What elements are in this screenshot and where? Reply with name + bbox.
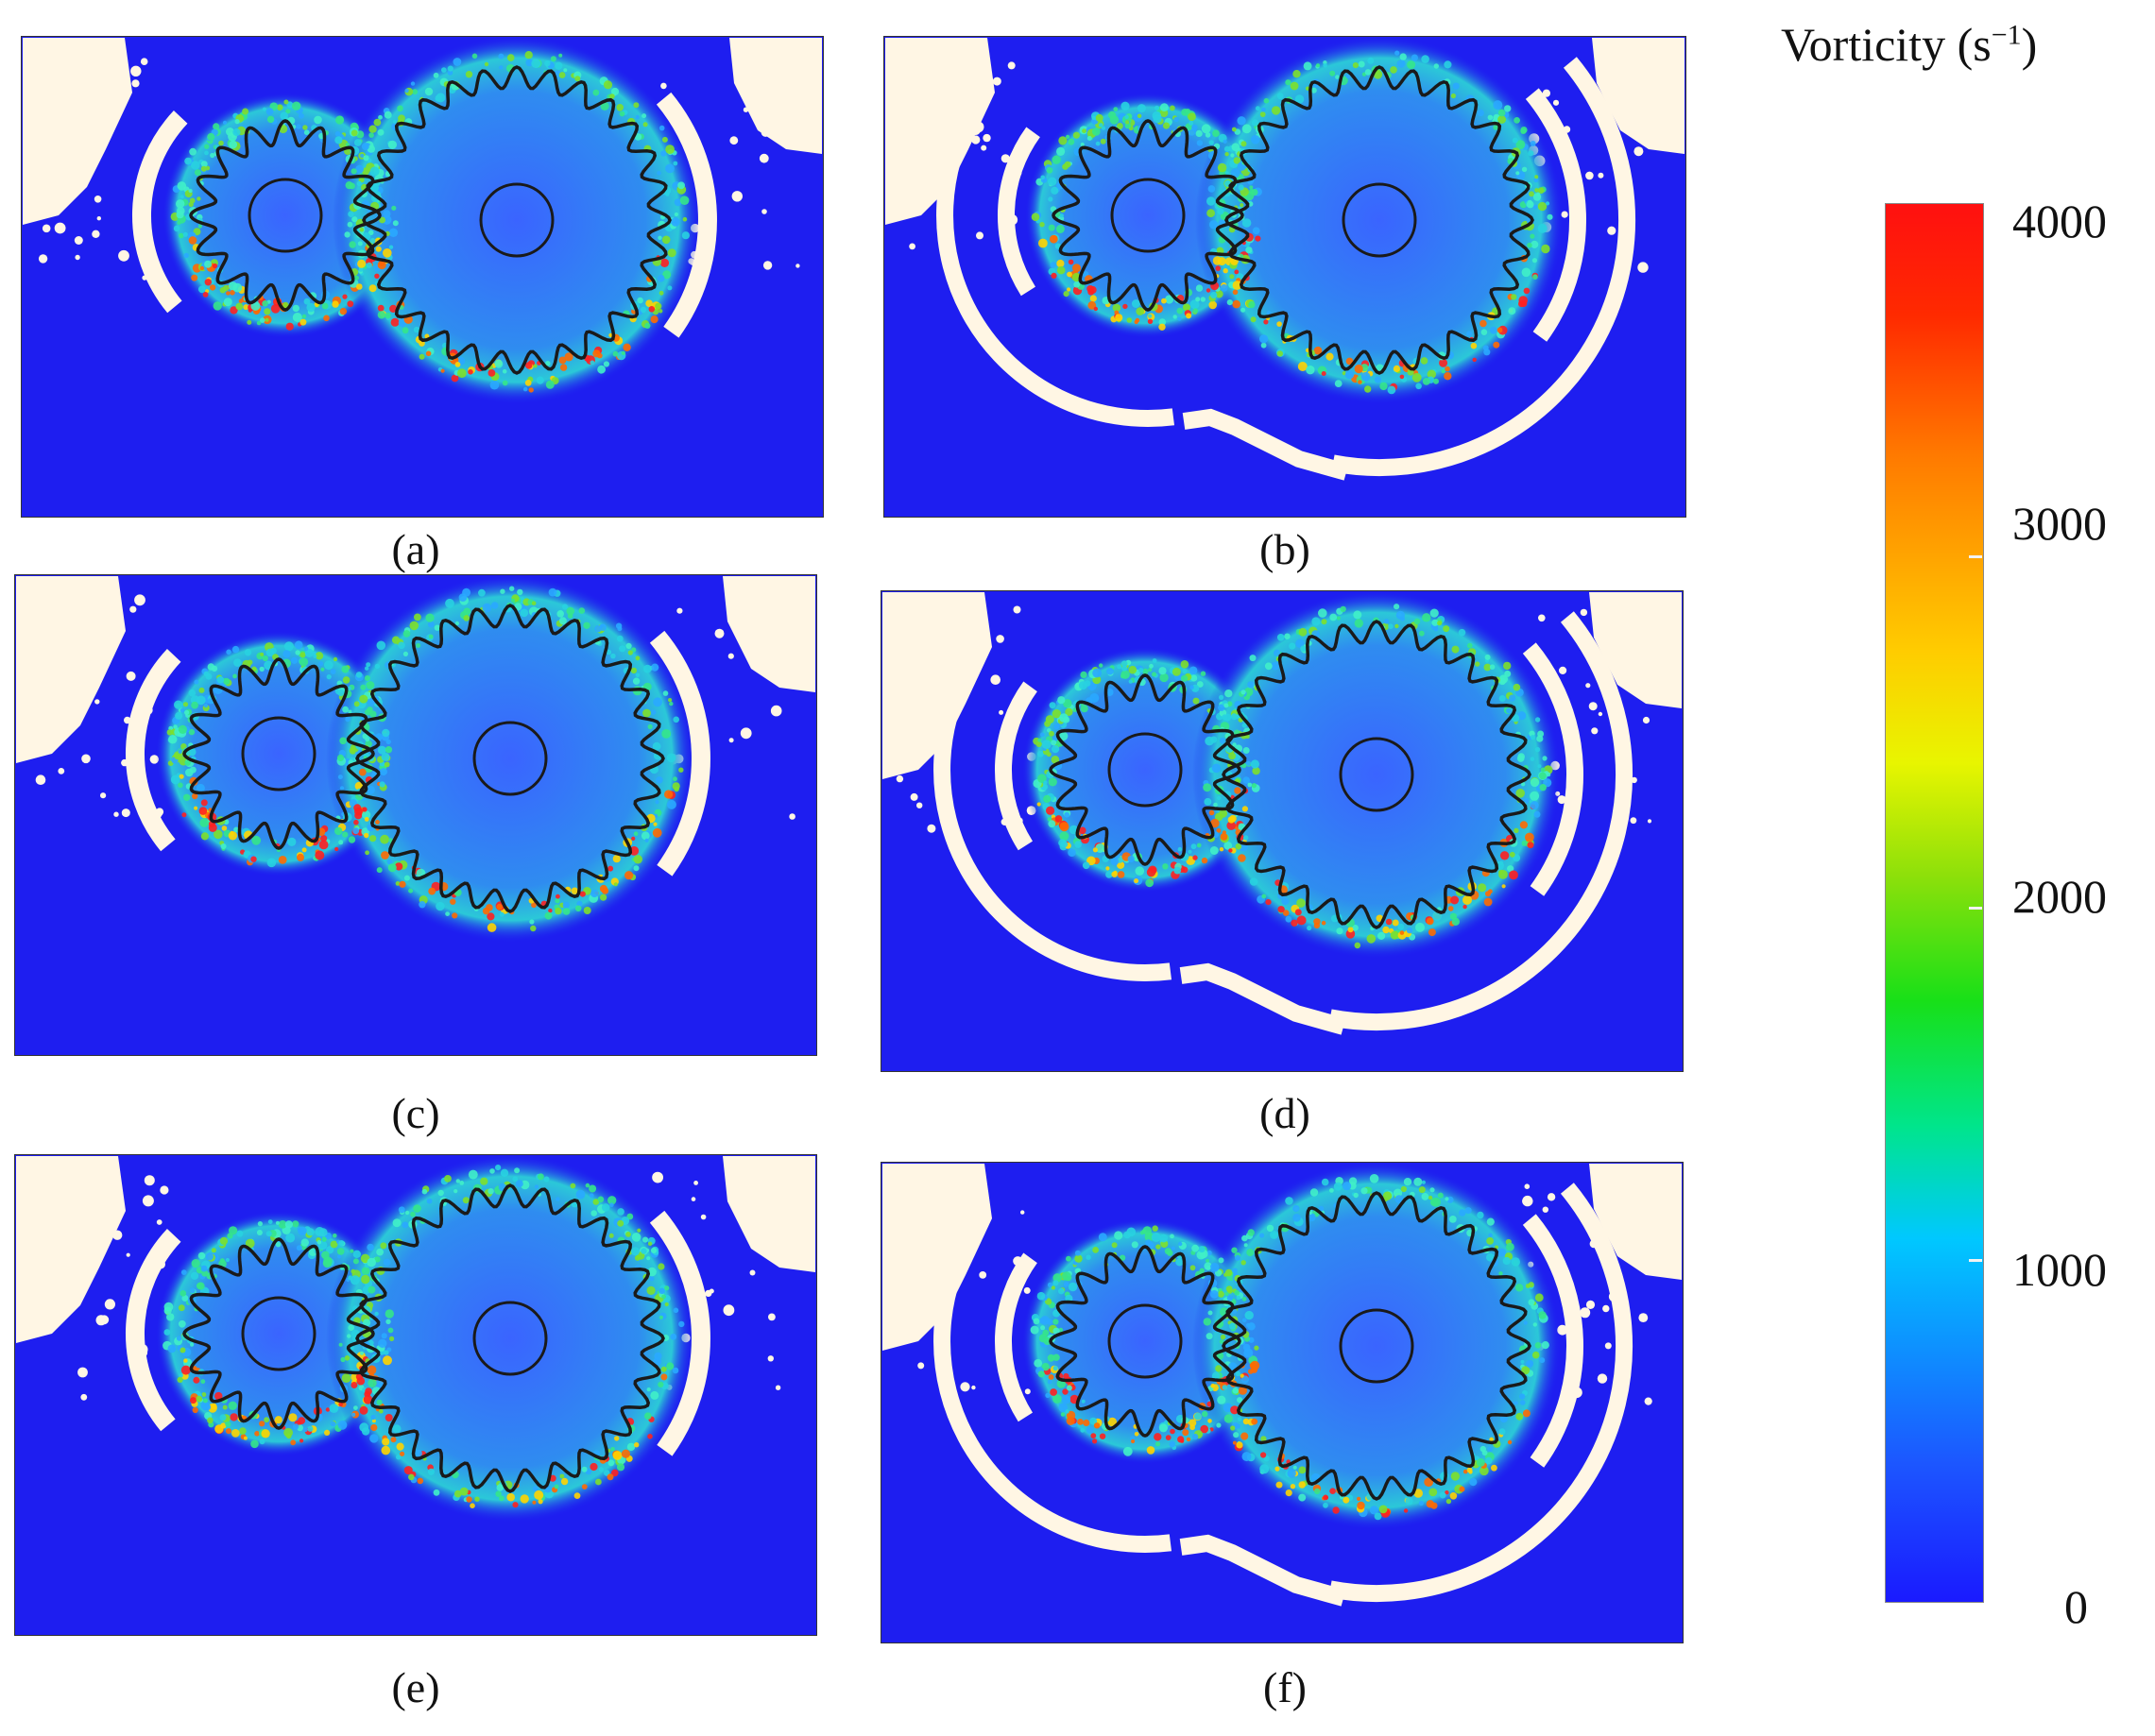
caption-c: (c) — [391, 1089, 440, 1137]
colorbar-label-1000: 1000 — [2012, 1243, 2107, 1296]
vorticity-field — [883, 36, 1686, 518]
panel-c — [14, 574, 817, 1056]
vorticity-field — [14, 574, 817, 1056]
driving-shaft — [1107, 1303, 1183, 1379]
shroud-right — [656, 92, 717, 338]
driven-shaft — [479, 182, 555, 258]
shroud-left — [132, 111, 188, 314]
colorbar-label-2000: 2000 — [2012, 870, 2107, 923]
caption-f: (f) — [1263, 1663, 1307, 1711]
air-pocket-left — [882, 1164, 992, 1351]
shroud-outer-right — [1331, 57, 1635, 477]
colorbar — [1885, 203, 1984, 1603]
shroud-outer-left — [933, 645, 1172, 981]
driving-shaft — [1107, 732, 1183, 808]
shroud-inner-left — [995, 681, 1037, 851]
driven-gear — [1222, 1191, 1531, 1501]
caption-d: (d) — [1259, 1089, 1310, 1137]
caption-e: (e) — [391, 1663, 440, 1711]
air-pocket-left — [16, 1156, 126, 1343]
driven-gear — [355, 604, 665, 913]
driving-gear — [1052, 119, 1244, 312]
air-pocket-left — [885, 38, 995, 225]
shroud-outer-right — [1328, 1183, 1633, 1603]
colorbar-title-close: ) — [2021, 18, 2038, 71]
colorbar-tick-1000 — [1969, 1259, 1982, 1262]
shroud-right — [649, 630, 710, 877]
colorbar-title: Vorticity (s−1) — [1781, 17, 2037, 72]
shroud-outer-right — [1328, 611, 1633, 1031]
panel-e — [14, 1154, 817, 1636]
air-pocket-right — [1592, 38, 1685, 154]
caption-b: (b) — [1259, 525, 1310, 573]
shroud-outer-left — [933, 1217, 1172, 1553]
driving-gear — [182, 1237, 375, 1430]
vorticity-field — [881, 1162, 1684, 1643]
shroud-bottom — [1182, 408, 1349, 481]
driving-shaft — [241, 716, 316, 791]
shroud-inner-right — [1522, 1214, 1583, 1468]
driving-gear — [182, 657, 375, 850]
shroud-bottom — [1179, 1534, 1346, 1607]
driven-shaft — [1339, 1308, 1414, 1384]
panel-a — [21, 36, 824, 518]
driven-shaft — [1339, 737, 1414, 812]
air-pocket-left — [882, 592, 992, 779]
shroud-right — [649, 1210, 710, 1456]
air-pocket-left — [16, 576, 126, 763]
panel-b — [883, 36, 1686, 518]
colorbar-title-exponent: −1 — [1991, 19, 2022, 51]
driving-gear — [189, 119, 382, 312]
panel-f — [881, 1162, 1684, 1643]
shroud-left — [126, 649, 181, 852]
driven-shaft — [472, 721, 548, 796]
air-pocket-right — [723, 576, 815, 692]
air-pocket-right — [1589, 592, 1682, 708]
shroud-inner-right — [1525, 88, 1586, 342]
colorbar-label-4000: 4000 — [2012, 195, 2107, 247]
driven-gear — [355, 1183, 665, 1493]
shroud-inner-left — [998, 127, 1040, 297]
driving-shaft — [241, 1296, 316, 1371]
vorticity-field — [14, 1154, 817, 1636]
vorticity-field — [881, 590, 1684, 1072]
shroud-inner-left — [995, 1252, 1037, 1422]
panel-d — [881, 590, 1684, 1072]
driving-shaft — [248, 178, 323, 253]
colorbar-label-3000: 3000 — [2012, 497, 2107, 550]
driven-gear — [1224, 65, 1534, 375]
shroud-bottom — [1179, 962, 1346, 1035]
colorbar-tick-2000 — [1969, 907, 1982, 910]
shroud-left — [126, 1229, 181, 1432]
air-pocket-right — [723, 1156, 815, 1272]
driven-shaft — [472, 1301, 548, 1376]
driving-gear — [1049, 1245, 1241, 1438]
vorticity-field — [21, 36, 824, 518]
driving-gear — [1049, 673, 1241, 866]
colorbar-label-0: 0 — [2064, 1580, 2088, 1633]
driven-gear — [1222, 620, 1531, 929]
shroud-outer-left — [936, 91, 1175, 427]
colorbar-title-main: Vorticity (s — [1781, 18, 1992, 71]
driven-gear — [362, 65, 672, 375]
colorbar-tick-3000 — [1969, 555, 1982, 558]
shroud-inner-right — [1522, 642, 1583, 896]
air-pocket-left — [23, 38, 132, 225]
air-pocket-right — [1589, 1164, 1682, 1280]
driven-shaft — [1342, 182, 1417, 258]
caption-a: (a) — [391, 525, 440, 573]
driving-shaft — [1110, 178, 1186, 253]
